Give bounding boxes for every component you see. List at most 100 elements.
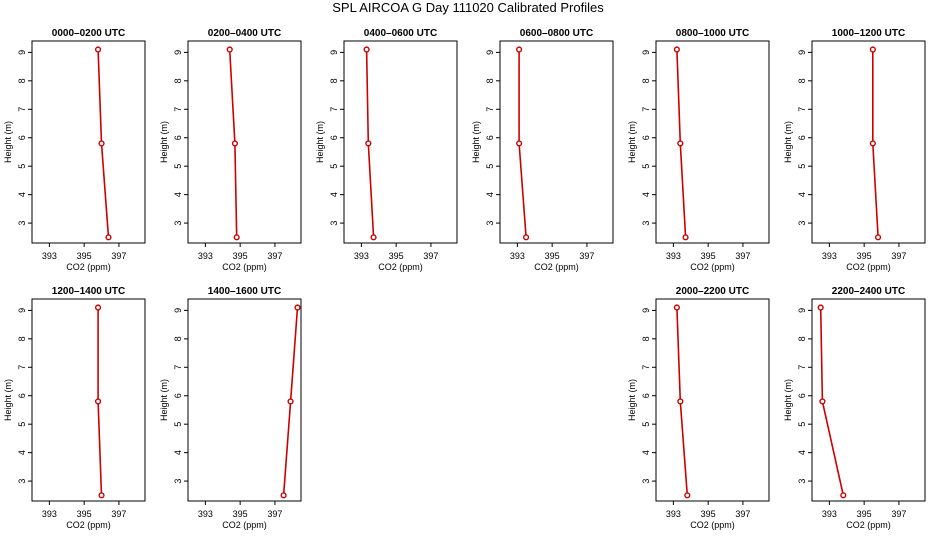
y-tick-label: 9 (17, 308, 27, 313)
panel-title: 1400–1600 UTC (208, 286, 281, 297)
y-tick-label: 4 (173, 192, 183, 197)
x-tick-label: 395 (701, 251, 716, 261)
y-tick-label: 6 (641, 393, 651, 398)
y-axis-label: Height (m) (783, 379, 793, 421)
x-tick-label: 395 (857, 251, 872, 261)
y-tick-label: 4 (485, 192, 495, 197)
y-tick-label: 6 (641, 135, 651, 140)
y-tick-label: 7 (329, 107, 339, 112)
panel-title: 0000–0200 UTC (52, 28, 125, 39)
y-tick-label: 6 (17, 393, 27, 398)
plot-frame (343, 40, 458, 244)
y-tick-label: 4 (329, 192, 339, 197)
x-tick-label: 397 (111, 509, 126, 519)
y-tick-label: 3 (173, 479, 183, 484)
y-tick-label: 9 (485, 50, 495, 55)
y-axis-label: Height (m) (627, 121, 637, 163)
data-point (98, 140, 105, 147)
data-point (233, 234, 240, 241)
figure-title: SPL AIRCOA G Day 111020 Calibrated Profi… (332, 0, 604, 15)
y-tick-label: 7 (173, 107, 183, 112)
y-tick-label: 8 (173, 336, 183, 341)
y-axis-label: Height (m) (159, 121, 169, 163)
data-point (105, 234, 112, 241)
y-tick-label: 3 (797, 479, 807, 484)
y-tick-label: 8 (797, 336, 807, 341)
panel-title: 0400–0600 UTC (364, 28, 437, 39)
panel-5: 1000–1200 UTC 393 395 397 3 4 5 6 7 8 9 CO2 (ppm) He… (783, 28, 926, 272)
y-tick-label: 5 (797, 164, 807, 169)
data-point (817, 304, 824, 311)
data-point (226, 46, 233, 53)
x-tick-label: 393 (510, 251, 525, 261)
y-tick-label: 6 (173, 393, 183, 398)
x-axis-label: CO2 (ppm) (222, 520, 267, 530)
y-tick-label: 9 (173, 308, 183, 313)
y-tick-label: 4 (797, 450, 807, 455)
y-tick-label: 3 (797, 221, 807, 226)
y-tick-label: 5 (797, 422, 807, 427)
x-axis-label: CO2 (ppm) (846, 262, 891, 272)
panel-title: 0200–0400 UTC (208, 28, 281, 39)
x-axis-label: CO2 (ppm) (534, 262, 579, 272)
x-tick-label: 397 (891, 509, 906, 519)
data-point (684, 492, 691, 499)
x-tick-label: 397 (423, 251, 438, 261)
data-point (840, 492, 847, 499)
y-tick-label: 9 (17, 50, 27, 55)
panel-title: 1200–1400 UTC (52, 286, 125, 297)
plot-frame (187, 298, 302, 502)
y-tick-label: 3 (485, 221, 495, 226)
y-tick-label: 6 (797, 135, 807, 140)
y-axis-label: Height (m) (159, 379, 169, 421)
data-point (294, 304, 301, 311)
x-tick-label: 395 (701, 509, 716, 519)
data-point (363, 46, 370, 53)
x-tick-label: 393 (666, 509, 681, 519)
plot-frame (31, 40, 146, 244)
y-tick-label: 4 (17, 192, 27, 197)
data-point (231, 140, 239, 147)
panel-title: 1000–1200 UTC (832, 28, 905, 39)
data-point (677, 140, 684, 147)
panel-title: 0800–1000 UTC (676, 28, 749, 39)
y-tick-label: 8 (641, 78, 651, 83)
y-tick-label: 8 (797, 78, 807, 83)
data-point (869, 46, 876, 53)
panel-8: 2000–2200 UTC 393 395 397 3 4 5 6 7 8 9 CO2 (ppm) He… (627, 286, 770, 530)
y-axis-label: Height (m) (3, 379, 13, 421)
y-axis-label: Height (m) (627, 379, 637, 421)
data-point (819, 398, 826, 405)
panel-3: 0600–0800 UTC 393 395 397 3 4 5 6 7 8 9 CO2 (ppm) He… (471, 28, 614, 272)
y-axis-label: Height (m) (783, 121, 793, 163)
data-point (673, 304, 680, 311)
y-tick-label: 4 (641, 450, 651, 455)
x-tick-label: 393 (42, 509, 57, 519)
data-point (98, 492, 105, 499)
data-point (365, 140, 372, 147)
y-tick-label: 9 (641, 50, 651, 55)
data-point (522, 234, 530, 241)
x-tick-label: 395 (77, 509, 92, 519)
x-tick-label: 393 (822, 251, 837, 261)
data-point (516, 140, 523, 147)
y-tick-label: 7 (17, 107, 27, 112)
panel-6: 1200–1400 UTC 393 395 397 3 4 5 6 7 8 9 CO2 (ppm) He… (3, 286, 146, 530)
y-tick-label: 9 (797, 308, 807, 313)
x-axis-label: CO2 (ppm) (378, 262, 423, 272)
y-tick-label: 8 (329, 78, 339, 83)
data-point (94, 304, 102, 311)
data-point (874, 234, 882, 241)
x-axis-label: CO2 (ppm) (66, 520, 111, 530)
data-point (94, 398, 102, 405)
x-tick-label: 395 (233, 251, 248, 261)
plot-frame (31, 298, 146, 502)
y-tick-label: 3 (641, 221, 651, 226)
y-tick-label: 9 (329, 50, 339, 55)
x-axis-label: CO2 (ppm) (690, 262, 735, 272)
y-tick-label: 3 (641, 479, 651, 484)
x-tick-label: 397 (735, 509, 750, 519)
x-tick-label: 395 (77, 251, 92, 261)
y-tick-label: 5 (329, 164, 339, 169)
